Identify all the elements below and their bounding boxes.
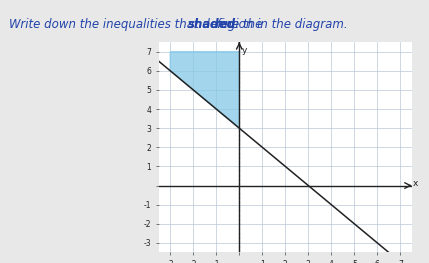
Text: x: x: [413, 179, 418, 188]
Polygon shape: [170, 52, 239, 128]
Text: y: y: [242, 46, 248, 55]
Text: shaded: shaded: [188, 18, 236, 31]
Text: Write down the inequalities that define the: Write down the inequalities that define …: [9, 18, 266, 31]
Text: region in the diagram.: region in the diagram.: [212, 18, 348, 31]
